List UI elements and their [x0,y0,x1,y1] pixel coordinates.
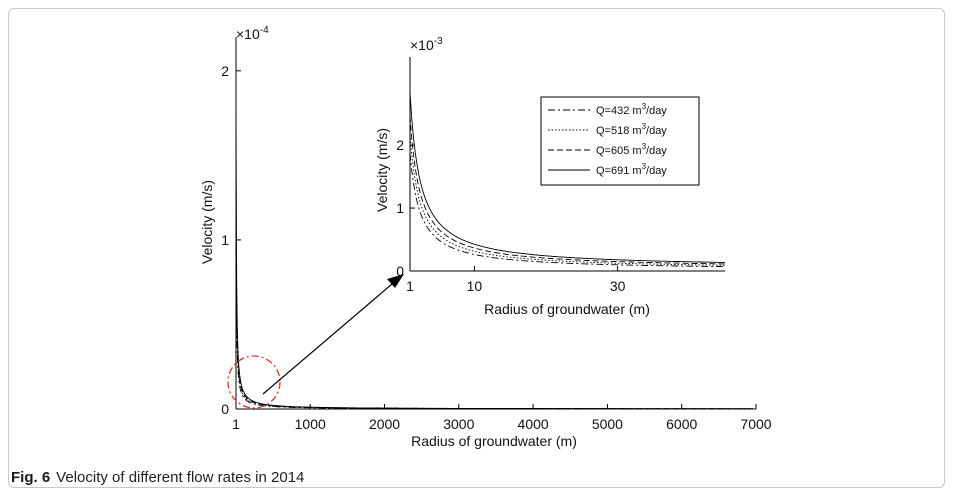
inset-x-tick-label: 10 [467,278,483,294]
main-y-exponent: ×10-4 [236,25,269,42]
main-x-tick-label: 1000 [295,416,326,432]
main-x-tick-label: 2000 [369,416,400,432]
inset-y-tick-label: 1 [396,200,404,216]
inset-series-line-3 [409,115,725,265]
main-x-tick-label: 5000 [592,416,623,432]
inset-y-tick-label: 2 [396,137,404,153]
main-x-tick-label: 6000 [666,416,697,432]
main-series-line-1 [235,160,754,410]
main-x-tick-label: 7000 [740,416,771,432]
inset-x-tick-label: 1 [406,278,414,294]
caption-label: Fig. 6 [11,469,51,486]
inset-plot: 1 10 30 012 ×10-3 Radius of groundwater (m… [374,36,726,317]
main-y-tick-label: 0 [221,401,229,417]
main-x-label: Radius of groundwater (m) [411,433,577,449]
legend: Q=432 m3/day Q=518 m3/day Q=605 m3/day Q=69… [540,96,700,186]
inset-series-line-4 [409,92,725,263]
main-y-tick-label: 1 [221,232,229,248]
main-series-line-4 [235,38,754,410]
caption-text: Velocity of different flow rates in 2014 [56,469,305,486]
legend-label-2: Q=518 m3/day [596,122,667,137]
zoom-arrow-head [387,274,404,288]
main-y-tick-label: 2 [221,63,229,79]
legend-label-4: Q=691 m3/day [596,162,667,177]
main-x-tick-label: 1 [232,416,240,432]
figure-frame [8,8,945,488]
inset-y-label: Velocity (m/s) [374,128,390,212]
inset-y-exponent: ×10-3 [410,36,443,53]
inset-series-line-1 [409,153,725,268]
inset-x-tick-label: 30 [610,278,626,294]
legend-label-3: Q=605 m3/day [596,142,667,157]
main-plot: 1 1000 2000 3000 4000 5000 6000 7000 012 ×10-4 … [199,25,772,449]
inset-series-line-2 [409,134,726,266]
figure-caption: Fig. 6 Velocity of different flow rates i… [11,469,304,486]
main-x-tick-label: 3000 [443,416,474,432]
main-y-label: Velocity (m/s) [199,180,215,264]
main-x-tick-label: 4000 [518,416,549,432]
inset-y-tick-label: 0 [396,263,404,279]
zoom-circle [227,355,281,409]
legend-label-1: Q=432 m3/day [596,102,667,117]
zoom-arrow [262,283,393,395]
inset-x-label: Radius of groundwater (m) [484,301,650,317]
